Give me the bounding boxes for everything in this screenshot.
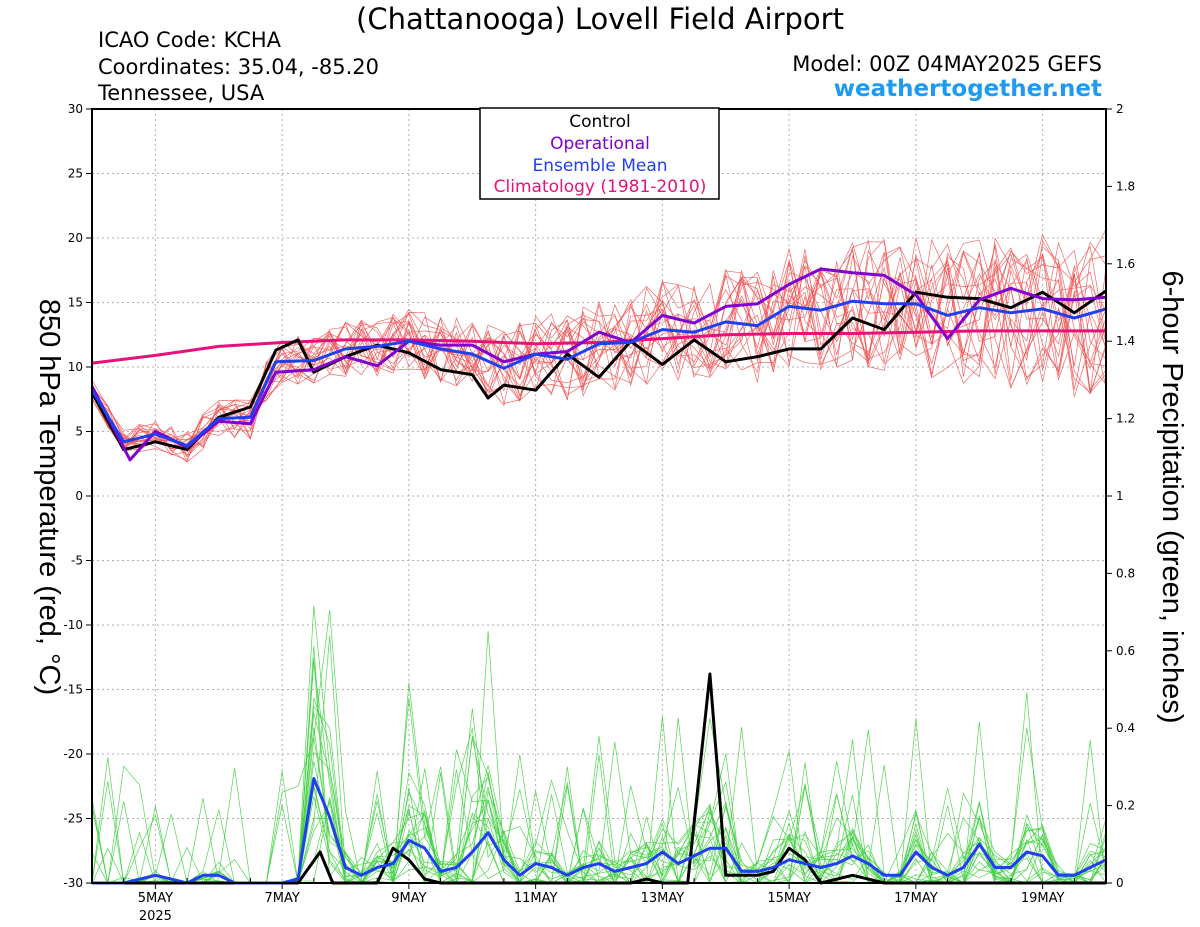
x-tick-label: 11MAY — [514, 891, 558, 906]
x-tick-label: 9MAY — [391, 891, 426, 906]
x-tick-label: 15MAY — [767, 891, 811, 906]
y-tick-label: 0 — [75, 489, 83, 503]
y2-tick-label: 0.2 — [1116, 799, 1135, 813]
y-tick-label: 30 — [68, 102, 83, 116]
ensemble-member-precip-line — [92, 740, 1107, 884]
x-tick-label: 7MAY — [264, 891, 299, 906]
legend-entry-ensemble-mean: Ensemble Mean — [532, 156, 667, 176]
y2-tick-label: 1.6 — [1116, 257, 1135, 271]
y2-tick-label: 1.2 — [1116, 412, 1135, 426]
location: Tennessee, USA — [98, 81, 265, 105]
x-tick-label: 17MAY — [894, 891, 938, 906]
y-tick-label: 5 — [75, 425, 83, 439]
axis-ticks: 302520151050-5-10-15-20-25-3021.81.61.41… — [63, 102, 1135, 924]
ensemble-member-precip-line — [92, 716, 1107, 884]
y2-tick-label: 2 — [1116, 102, 1124, 116]
ensemble-member-precip-lines — [91, 605, 1107, 885]
x-tick-sublabel: 2025 — [139, 909, 172, 924]
ensemble-mean-precip-line — [92, 777, 1107, 885]
y-tick-label: -5 — [71, 554, 83, 568]
y-tick-label: 20 — [68, 231, 83, 245]
ensemble-member-temp-line — [91, 238, 1107, 463]
ensemble-member-precip-line — [92, 727, 1107, 884]
icao-code: ICAO Code: KCHA — [98, 28, 282, 52]
y2-tick-label: 1 — [1116, 489, 1124, 503]
y-axis-label: 850 hPa Temperature (red, °C) — [33, 299, 65, 695]
ensemble-member-temp-line — [91, 246, 1107, 458]
control-temp-line — [90, 289, 1107, 452]
y2-tick-label: 1.8 — [1116, 179, 1135, 193]
coordinates: Coordinates: 35.04, -85.20 — [98, 55, 379, 79]
ensemble-member-precip-line — [92, 697, 1107, 884]
ensemble-member-precip-line — [92, 682, 1107, 884]
legend-entry-climatology: Climatology (1981-2010) — [494, 177, 707, 197]
ensemble-member-precip-line — [92, 739, 1107, 884]
y-tick-label: -30 — [63, 876, 83, 890]
model-run: Model: 00Z 04MAY2025 GEFS — [792, 52, 1102, 76]
x-tick-label: 13MAY — [641, 891, 685, 906]
ensemble-member-temp-line — [91, 243, 1107, 458]
y-tick-label: -25 — [63, 812, 83, 826]
control-precip-line — [92, 672, 1106, 885]
y-tick-label: -20 — [63, 747, 83, 761]
y2-tick-label: 0.4 — [1116, 721, 1135, 735]
ensemble-member-precip-line — [92, 698, 1107, 884]
x-tick-label: 5MAY — [138, 891, 173, 906]
legend-entry-control: Control — [569, 112, 630, 132]
operational-temp-line — [90, 267, 1107, 462]
y-tick-label: 25 — [68, 167, 83, 181]
y2-tick-label: 1.4 — [1116, 334, 1135, 348]
y2-tick-label: 0.8 — [1116, 566, 1135, 580]
legend-entry-operational: Operational — [550, 134, 650, 154]
y2-tick-label: 0 — [1116, 876, 1124, 890]
chart-title: (Chattanooga) Lovell Field Airport — [356, 2, 844, 36]
y-tick-label: -10 — [63, 618, 83, 632]
ensemble-member-temp-line — [91, 239, 1107, 461]
site-link[interactable]: weathertogether.net — [833, 76, 1102, 102]
x-tick-label: 19MAY — [1021, 891, 1065, 906]
y-tick-label: 10 — [68, 360, 83, 374]
y-tick-label: 15 — [68, 296, 83, 310]
y2-tick-label: 0.6 — [1116, 644, 1135, 658]
grid-lines — [92, 109, 1106, 883]
y2-axis-label: 6-hour Precipitation (green, inches) — [1156, 271, 1188, 724]
ensemble-mean-temp-line — [90, 299, 1107, 448]
legend-box: Control Operational Ensemble Mean Climat… — [479, 107, 720, 200]
y-tick-label: -15 — [63, 683, 83, 697]
